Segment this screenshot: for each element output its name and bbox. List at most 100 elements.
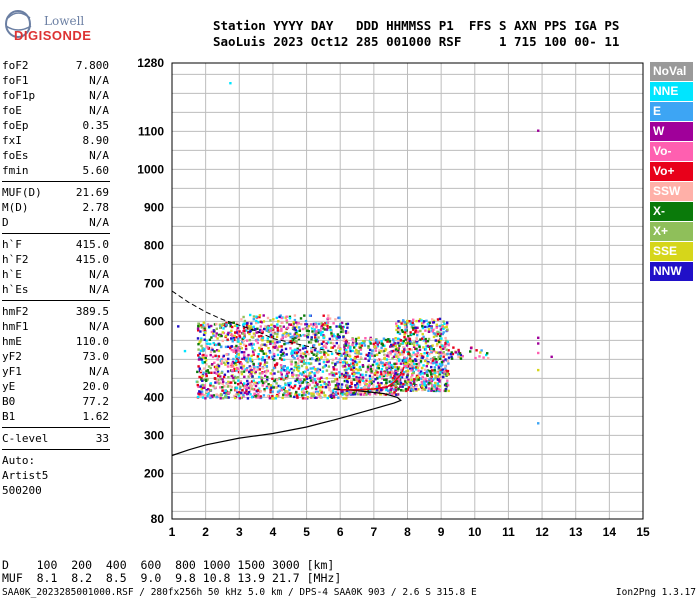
echo-point [337, 344, 341, 347]
echo-point [233, 369, 236, 372]
echo-point [203, 394, 206, 397]
echo-point [353, 393, 357, 396]
echo-point [321, 330, 324, 334]
echo-point [437, 384, 440, 387]
echo-point [271, 390, 274, 393]
echo-point [323, 353, 326, 356]
echo-point [214, 343, 218, 347]
echo-point [313, 353, 317, 356]
echo-point [248, 327, 251, 330]
echo-point [443, 370, 446, 373]
echo-point [330, 371, 333, 374]
echo-point [306, 368, 310, 372]
echo-point [213, 377, 217, 380]
echo-point [230, 374, 233, 378]
echo-point [259, 362, 262, 365]
echo-point [344, 342, 348, 345]
echo-point [323, 394, 326, 397]
param-separator [2, 449, 110, 450]
echo-point [270, 335, 273, 339]
param-label: M(D) [2, 201, 29, 214]
echo-point [351, 343, 354, 347]
echo-point [203, 327, 206, 330]
echo-point [314, 333, 317, 337]
echo-point [256, 327, 259, 330]
echo-point [346, 378, 349, 382]
echo-point [435, 326, 438, 329]
echo-point [315, 330, 318, 333]
echo-point [243, 382, 246, 385]
echo-point [353, 346, 356, 349]
echo-point [236, 337, 240, 340]
echo-point [412, 332, 415, 336]
echo-point [439, 338, 442, 342]
echo-point [327, 341, 330, 344]
echo-point [404, 387, 408, 391]
param-label: yE [2, 380, 16, 393]
echo-point [235, 359, 238, 362]
echo-point [431, 359, 435, 362]
param-value: N/A [89, 149, 109, 162]
echo-point [353, 339, 356, 343]
echo-point [376, 389, 379, 392]
echo-point [314, 331, 317, 335]
echo-point [332, 333, 335, 336]
echo-point [296, 377, 299, 380]
echo-point [402, 361, 406, 364]
echo-point [457, 348, 460, 352]
echo-point [378, 351, 381, 354]
echo-point [311, 325, 315, 328]
echo-point [422, 346, 425, 349]
echo-point [220, 334, 223, 338]
echo-point [365, 383, 368, 386]
echo-point [269, 342, 272, 345]
echo-point [329, 390, 333, 393]
echo-point [394, 337, 397, 340]
echo-point [359, 346, 362, 350]
echo-point [435, 377, 439, 380]
echo-point [305, 386, 308, 389]
echo-point [231, 338, 234, 341]
echo-point [237, 356, 241, 360]
echo-point [397, 380, 400, 383]
echo-point [289, 332, 292, 336]
echo-point [332, 322, 335, 325]
echo-point [414, 384, 417, 387]
echo-point [258, 314, 262, 317]
echo-point [381, 361, 384, 365]
echo-point [266, 316, 270, 320]
echo-point [315, 354, 318, 357]
echo-point [201, 360, 204, 363]
echo-point [197, 329, 200, 332]
echo-point [225, 321, 228, 325]
echo-point [359, 356, 362, 359]
echo-point [271, 385, 274, 388]
echo-point [400, 376, 404, 379]
echo-point [343, 379, 346, 383]
echo-point [307, 330, 310, 333]
echo-point [442, 331, 445, 334]
echo-point [212, 341, 215, 345]
echo-point [399, 381, 403, 385]
echo-point [411, 372, 414, 376]
y-tick-label: 800 [144, 238, 164, 252]
echo-point [421, 332, 424, 336]
echo-point [249, 359, 252, 363]
echo-point [302, 359, 305, 362]
echo-point [267, 383, 270, 386]
echo-point [214, 386, 217, 389]
echo-point [281, 352, 284, 355]
echo-point [282, 325, 285, 328]
file-info-footer: SAA0K_2023285001000.RSF / 280fx256h 50 k… [2, 587, 477, 598]
echo-point [382, 349, 385, 353]
echo-point [291, 349, 294, 352]
echo-point [231, 325, 234, 329]
echo-point [375, 393, 378, 396]
echo-point [430, 387, 433, 391]
echo-point [323, 328, 327, 331]
echo-point [433, 384, 436, 387]
echo-point [315, 326, 318, 329]
echo-point [432, 332, 436, 335]
echo-point [421, 325, 424, 328]
echo-point [201, 323, 204, 327]
